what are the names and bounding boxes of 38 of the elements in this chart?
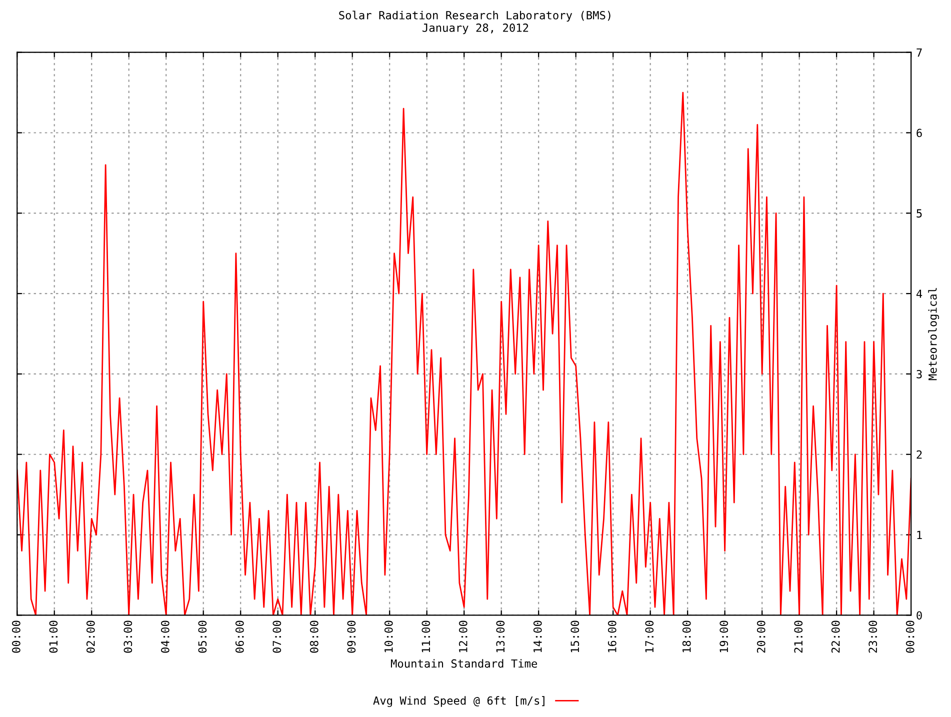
x-tick-label: 18:00 <box>682 620 691 652</box>
x-tick-label: 00:00 <box>12 620 20 653</box>
chart-title: Solar Radiation Research Laboratory (BMS) <box>339 10 610 22</box>
y-tick-label: 7 <box>916 48 922 57</box>
x-tick-label: 05:00 <box>198 620 207 653</box>
x-tick-label: 23:00 <box>868 620 878 653</box>
x-tick-label: 20:00 <box>756 620 766 653</box>
x-tick-label: 14:00 <box>533 620 542 652</box>
y-tick-label: 6 <box>916 128 922 138</box>
x-tick-label: 16:00 <box>608 620 616 652</box>
x-tick-label: 00:00 <box>906 620 914 653</box>
x-tick-label: 08:00 <box>310 620 318 653</box>
y-tick-label: 2 <box>916 450 922 459</box>
x-tick-label: 04:00 <box>160 620 170 653</box>
x-tick-label: 07:00 <box>272 620 282 653</box>
x-tick-label: 15:00 <box>570 620 580 652</box>
y-tick-label: 5 <box>916 209 922 218</box>
chart-subtitle: January 28, 2012 <box>422 24 528 34</box>
y-tick-label: 3 <box>916 370 922 378</box>
x-tick-label: 21:00 <box>794 620 803 653</box>
y-axis-title: Meteorological <box>928 288 940 380</box>
y-tick-label: 4 <box>916 290 922 298</box>
x-tick-label: 11:00 <box>422 620 430 652</box>
x-tick-label: 03:00 <box>124 620 132 653</box>
x-tick-label: 10:00 <box>384 620 393 652</box>
x-tick-label: 09:00 <box>347 620 356 653</box>
y-tick-label: 0 <box>916 611 922 620</box>
x-tick-label: 12:00 <box>458 620 468 652</box>
x-tick-label: 19:00 <box>720 620 728 652</box>
x-axis-title: Mountain Standard Time <box>390 659 538 668</box>
x-tick-label: 13:00 <box>496 620 505 652</box>
y-tick-label: 1 <box>917 530 922 540</box>
x-tick-label: 17:00 <box>645 620 654 652</box>
legend-label: Avg Wind Speed @ 6ft [m/s] <box>373 696 544 707</box>
x-tick-label: 22:00 <box>831 620 840 653</box>
x-tick-label: 01:00 <box>49 620 58 653</box>
x-tick-label: 02:00 <box>86 620 95 653</box>
x-tick-label: 06:00 <box>235 620 244 653</box>
